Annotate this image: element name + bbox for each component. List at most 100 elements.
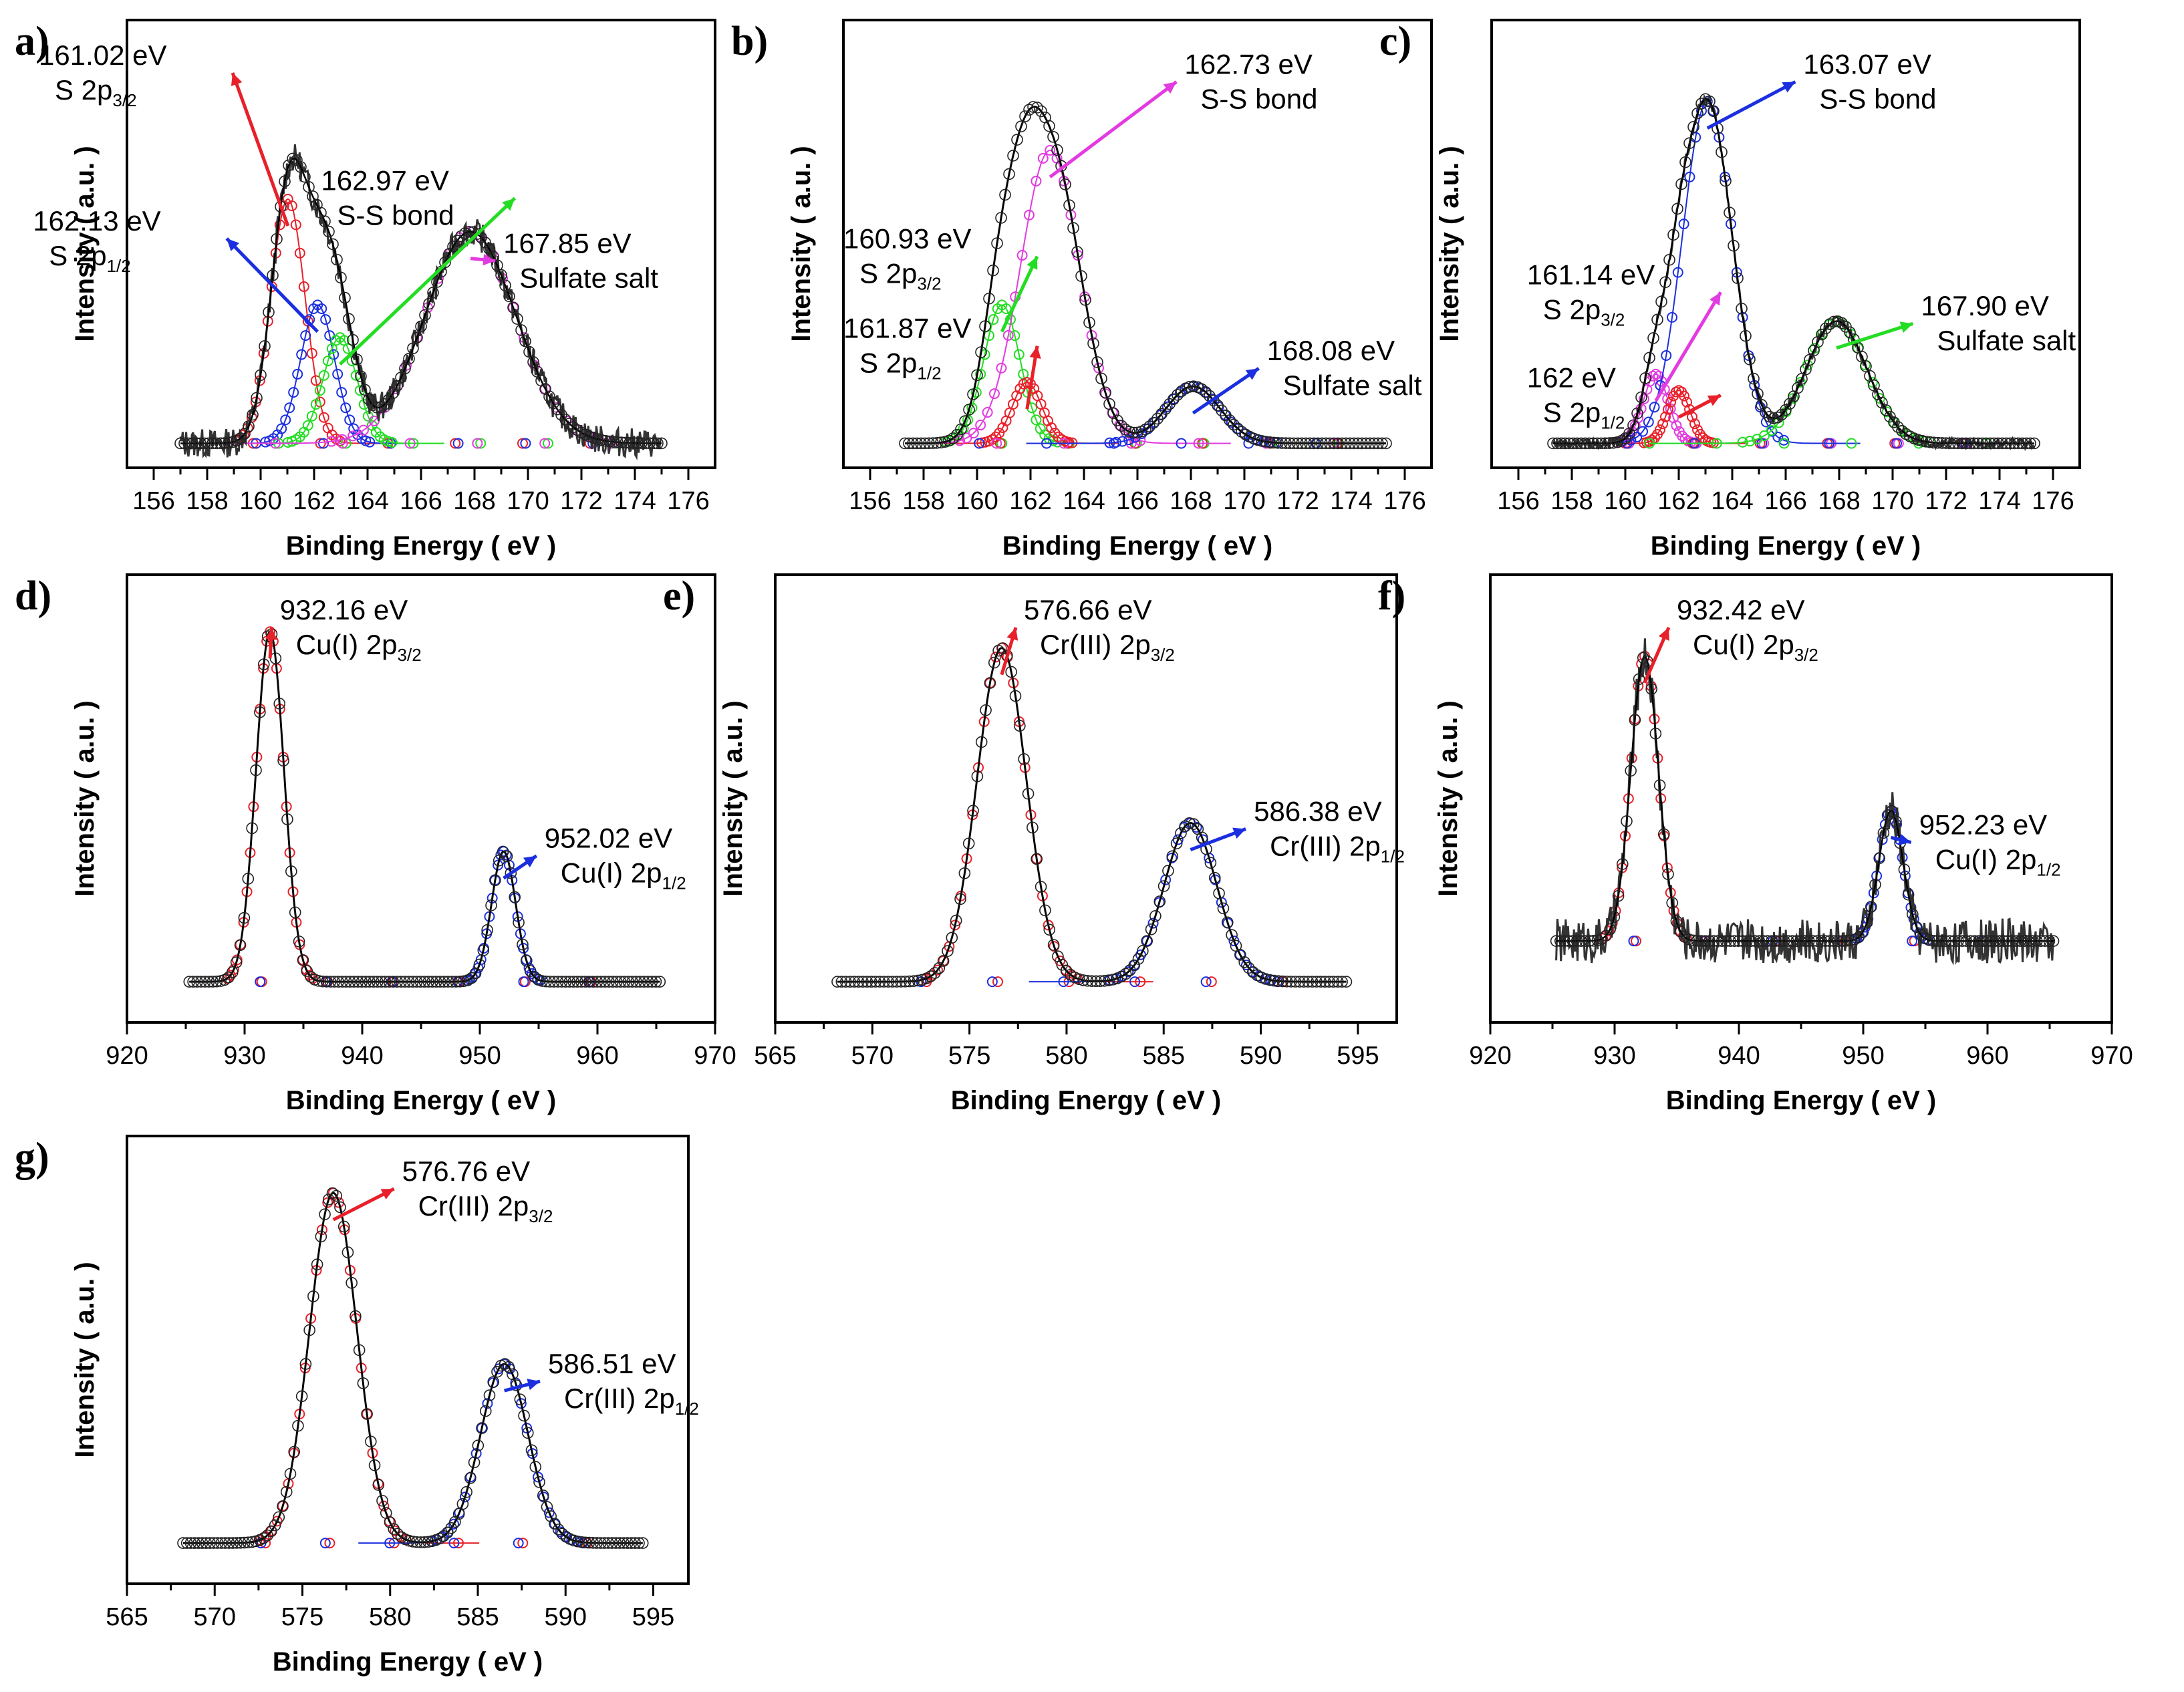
component-peak-marker bbox=[970, 387, 982, 398]
envelope-marker bbox=[1217, 902, 1230, 915]
envelope-marker bbox=[923, 437, 935, 450]
component-peak-marker bbox=[390, 1525, 401, 1536]
envelope-marker bbox=[1098, 975, 1111, 987]
envelope-marker bbox=[503, 290, 515, 303]
envelope-marker bbox=[971, 369, 983, 382]
envelope-marker bbox=[1583, 437, 1595, 450]
envelope-marker bbox=[483, 1389, 496, 1401]
envelope-marker bbox=[1988, 437, 2000, 450]
envelope-marker bbox=[587, 976, 599, 988]
envelope-marker bbox=[330, 1189, 343, 1202]
envelope-marker bbox=[869, 976, 881, 988]
component-peak-marker bbox=[280, 414, 291, 426]
envelope-marker bbox=[632, 437, 644, 449]
envelope-marker bbox=[595, 434, 607, 446]
annotation-arrowhead bbox=[380, 1189, 394, 1200]
envelope-marker bbox=[1184, 381, 1196, 393]
panel-d: 920 930 940 950 960 970 Binding Energy ( eV ) I… bbox=[15, 573, 736, 1115]
envelope-marker bbox=[1869, 878, 1881, 891]
envelope-marker bbox=[583, 976, 595, 988]
envelope-marker bbox=[1011, 134, 1023, 146]
envelope-marker bbox=[1744, 353, 1756, 366]
envelope-marker bbox=[1651, 313, 1663, 326]
x-tick-label: 172 bbox=[1276, 487, 1319, 515]
component-peak-marker bbox=[1031, 414, 1042, 426]
envelope-marker bbox=[1091, 356, 1103, 368]
envelope-marker bbox=[1649, 728, 1662, 740]
envelope-marker bbox=[350, 1310, 362, 1322]
envelope-marker bbox=[1003, 168, 1015, 180]
envelope-marker bbox=[1268, 974, 1280, 987]
envelope-marker bbox=[533, 1476, 545, 1488]
component-peak-marker bbox=[298, 281, 309, 292]
envelope-marker bbox=[2006, 935, 2018, 947]
component-peak-marker bbox=[966, 402, 978, 414]
envelope-marker bbox=[603, 435, 616, 448]
envelope-marker bbox=[1143, 420, 1155, 433]
x-axis-title: Binding Energy ( eV ) bbox=[286, 1086, 556, 1115]
envelope-marker bbox=[1670, 915, 1683, 928]
envelope-marker bbox=[591, 433, 603, 445]
envelope-marker bbox=[1319, 976, 1331, 988]
panel-label: b) bbox=[731, 19, 768, 64]
envelope-marker bbox=[1157, 880, 1170, 892]
envelope-marker bbox=[1635, 391, 1647, 404]
envelope-marker bbox=[575, 976, 587, 988]
envelope-marker bbox=[963, 404, 975, 416]
component-peak-marker bbox=[302, 420, 313, 431]
component-peak-line bbox=[430, 851, 577, 983]
annotation-arrowhead bbox=[1898, 833, 1911, 845]
x-tick-label: 930 bbox=[223, 1042, 265, 1070]
envelope-marker bbox=[1924, 436, 1936, 448]
envelope-marker bbox=[515, 324, 527, 336]
component-peak-marker bbox=[470, 1448, 482, 1459]
envelope-marker bbox=[365, 1435, 377, 1448]
envelope-marker bbox=[1876, 396, 1888, 409]
envelope-marker bbox=[895, 976, 907, 988]
envelope-marker bbox=[1683, 933, 1695, 946]
envelope-marker bbox=[1119, 968, 1132, 980]
envelope-marker bbox=[235, 1537, 247, 1549]
annotation-arrowhead bbox=[1027, 256, 1038, 270]
x-tick-label: 565 bbox=[754, 1042, 796, 1070]
envelope-marker bbox=[1703, 935, 1716, 947]
envelope-marker bbox=[959, 415, 971, 427]
baseline-marker bbox=[1907, 936, 1918, 947]
y-axis-title: Intensity ( a.u. ) bbox=[787, 146, 816, 341]
envelope-marker bbox=[1364, 437, 1376, 450]
envelope-marker bbox=[1631, 407, 1643, 420]
envelope-marker bbox=[942, 945, 954, 957]
x-tick-label: 172 bbox=[560, 487, 602, 515]
envelope-marker bbox=[1599, 437, 1611, 450]
envelope-marker bbox=[1985, 935, 1998, 947]
peak-energy-label: 162 eV bbox=[1527, 362, 1616, 393]
envelope-marker bbox=[246, 822, 258, 835]
envelope-marker bbox=[891, 976, 903, 988]
envelope-marker bbox=[186, 437, 198, 450]
envelope-marker bbox=[477, 944, 490, 956]
envelope-marker bbox=[1931, 935, 1943, 947]
peak-energy-label: 932.16 eV bbox=[280, 594, 408, 625]
plot-area bbox=[174, 144, 668, 460]
envelope-marker bbox=[383, 976, 396, 988]
baseline-marker bbox=[472, 438, 483, 449]
x-tick-label: 590 bbox=[1240, 1042, 1282, 1070]
plot-area bbox=[899, 101, 1392, 450]
envelope-marker bbox=[1256, 435, 1268, 447]
envelope-marker bbox=[1208, 871, 1221, 884]
baseline-marker bbox=[404, 438, 416, 449]
baseline-marker bbox=[517, 1538, 529, 1549]
envelope-marker bbox=[291, 154, 303, 166]
x-tick-label: 920 bbox=[106, 1042, 148, 1070]
envelope-marker bbox=[319, 215, 331, 228]
peak-energy-label: 576.76 eV bbox=[402, 1155, 531, 1187]
envelope-marker bbox=[1936, 437, 1948, 449]
annotation-arrowhead bbox=[1163, 82, 1177, 94]
envelope-marker bbox=[1671, 202, 1683, 215]
envelope-marker bbox=[1898, 863, 1911, 876]
envelope-marker bbox=[501, 850, 513, 863]
component-peak-marker bbox=[326, 343, 337, 354]
component-peak-marker bbox=[954, 435, 965, 446]
envelope-marker bbox=[908, 975, 920, 987]
y-axis-title: Intensity ( a.u. ) bbox=[1435, 146, 1464, 341]
